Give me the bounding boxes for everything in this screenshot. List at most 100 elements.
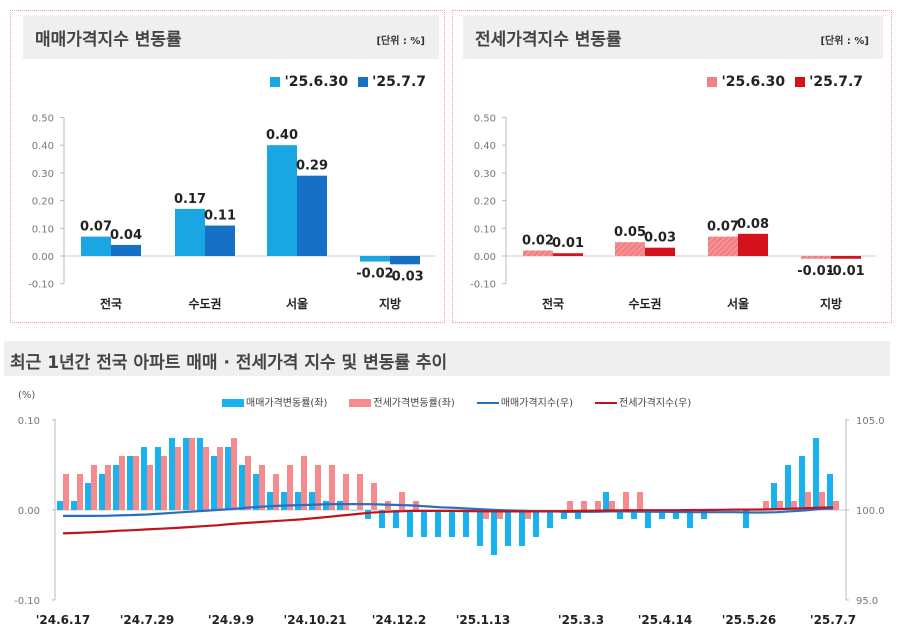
- legend-swatch: [476, 402, 499, 404]
- legend-item: 전세가격지수(우): [595, 394, 691, 409]
- jeonse-rate-bar: [245, 456, 251, 510]
- data-label: 0.01: [552, 236, 584, 251]
- trend-panel-title: 최근 1년간 전국 아파트 매매 · 전세가격 지수 및 변동률 추이: [10, 353, 448, 373]
- sale-rate-bar: [421, 510, 427, 537]
- jeonse-rate-bar: [175, 447, 181, 510]
- category-label: 전국: [542, 296, 564, 311]
- jeonse-rate-bar: [609, 501, 615, 510]
- sale-rate-bar: [603, 492, 609, 510]
- data-label: 0.02: [522, 233, 554, 248]
- jeonse-rate-bar: [329, 465, 335, 510]
- data-label: 0.05: [614, 225, 646, 240]
- x-tick-label: '24.10.21: [284, 613, 347, 627]
- legend-label: 매매가격지수(우): [500, 398, 574, 409]
- sale-rate-bar: [323, 501, 329, 510]
- jeonse-rate-bar: [161, 456, 167, 510]
- sale-rate-bar: [267, 492, 273, 510]
- x-tick-label: '25.3.3: [558, 613, 604, 627]
- legend-item: '25.6.30: [707, 74, 785, 90]
- jeonse-rate-bar: [581, 501, 587, 510]
- legend-swatch: [358, 77, 369, 87]
- jeonse-rate-bar: [105, 465, 111, 510]
- jeonse-rate-bar: [217, 447, 223, 510]
- sale-rate-bar: [113, 465, 119, 510]
- jeonse-rate-bar: [637, 492, 643, 510]
- jeonse-rate-chart: 0.50 0.40 0.30 0.20 0.10 0.00 -0.10 0.020.01 전국 0…: [470, 114, 876, 311]
- jeonse-index-line: [62, 506, 834, 535]
- jeonse-rate-bar: [119, 456, 125, 510]
- jeonse-rate-bar: [189, 438, 195, 510]
- sale-rate-bar: [449, 510, 455, 537]
- jeonse-rate-bar: [805, 492, 811, 510]
- bar-전국-1: [553, 253, 583, 256]
- y-tick-label: 0.30: [32, 169, 54, 180]
- y-tick-label: 0.00: [32, 252, 54, 263]
- sale-rate-bar: [239, 465, 245, 510]
- sale-rate-bar: [631, 510, 637, 519]
- sale-rate-bar: [673, 510, 679, 519]
- data-label: 0.03: [644, 231, 676, 246]
- jeonse-rate-bar: [371, 483, 377, 510]
- legend-item: 전세가격변동률(좌): [349, 394, 455, 409]
- data-label: 0.40: [266, 128, 298, 143]
- y-tick-label: 0.20: [32, 197, 54, 208]
- sale-rate-bar: [197, 438, 203, 510]
- jeonse-rate-bar: [497, 510, 503, 519]
- x-tick-label: '25.5.26: [722, 613, 777, 627]
- data-label: -0.03: [386, 269, 423, 284]
- data-label: -0.01: [797, 264, 834, 279]
- bar-지방-1: [831, 256, 861, 259]
- left-tick-label: 0.10: [18, 416, 40, 427]
- category-label: 수도권: [188, 297, 221, 311]
- sale-rate-panel: 매매가격지수 변동률 [단위 : %] '25.6.30 '25.7.7: [10, 10, 445, 323]
- legend-swatch: [595, 402, 618, 404]
- jeonse-rate-bar: [301, 456, 307, 510]
- legend-item: 매매가격변동률(좌): [222, 394, 327, 409]
- x-tick-label: '24.9.9: [208, 613, 254, 627]
- data-label: -0.02: [356, 267, 393, 282]
- sale-rate-bar: [85, 483, 91, 510]
- sale-rate-bar: [435, 510, 441, 537]
- sale-rate-bar: [225, 447, 231, 510]
- category-label: 전국: [100, 296, 122, 311]
- sale-panel-unit: [단위 : %]: [376, 36, 425, 47]
- sale-rate-bar: [617, 510, 623, 519]
- jeonse-rate-bar: [133, 456, 139, 510]
- sale-rate-bar: [141, 447, 147, 510]
- category-label: 지방: [379, 296, 401, 311]
- right-tick-label: 100.0: [856, 506, 885, 517]
- legend-label: 매매가격변동률(좌): [246, 398, 328, 409]
- sale-rate-bar: [351, 510, 357, 511]
- sale-rate-bar: [463, 510, 469, 537]
- x-tick-label: '24.12.2: [372, 613, 427, 627]
- trend-panel-header: 최근 1년간 전국 아파트 매매 · 전세가격 지수 및 변동률 추이: [4, 341, 890, 376]
- sale-panel-title: 매매가격지수 변동률: [35, 30, 182, 50]
- sale-rate-bar: [799, 456, 805, 510]
- sale-rate-bar: [127, 456, 133, 510]
- sale-rate-bar: [337, 501, 343, 510]
- sale-rate-bar: [491, 510, 497, 555]
- sale-rate-bar: [155, 447, 161, 510]
- sale-rate-bar: [99, 474, 105, 510]
- sale-rate-bar: [281, 492, 287, 510]
- sale-rate-bar: [827, 474, 833, 510]
- legend-label: '25.6.30: [284, 74, 349, 90]
- sale-rate-bar: [169, 438, 175, 510]
- legend-item: 매매가격지수(우): [476, 394, 574, 409]
- sale-rate-bar: [561, 510, 567, 519]
- jeonse-rate-bar: [287, 465, 293, 510]
- sale-legend: '25.6.30 '25.7.7: [270, 74, 426, 90]
- legend-swatch: [707, 77, 718, 87]
- y-tick-label: -0.10: [28, 280, 54, 291]
- bar-수도권-1: [205, 225, 235, 256]
- bar-수도권-0: [175, 208, 205, 256]
- legend-item: '25.7.7: [358, 74, 426, 90]
- left-axis-unit: (%): [18, 390, 36, 401]
- y-tick-label: 0.50: [474, 114, 496, 125]
- legend-item: '25.6.30: [270, 74, 348, 90]
- jeonse-rate-bar: [623, 492, 629, 510]
- bar-지방-1: [390, 256, 420, 265]
- data-label: 0.11: [204, 209, 236, 224]
- y-tick-label: 0.10: [32, 224, 54, 235]
